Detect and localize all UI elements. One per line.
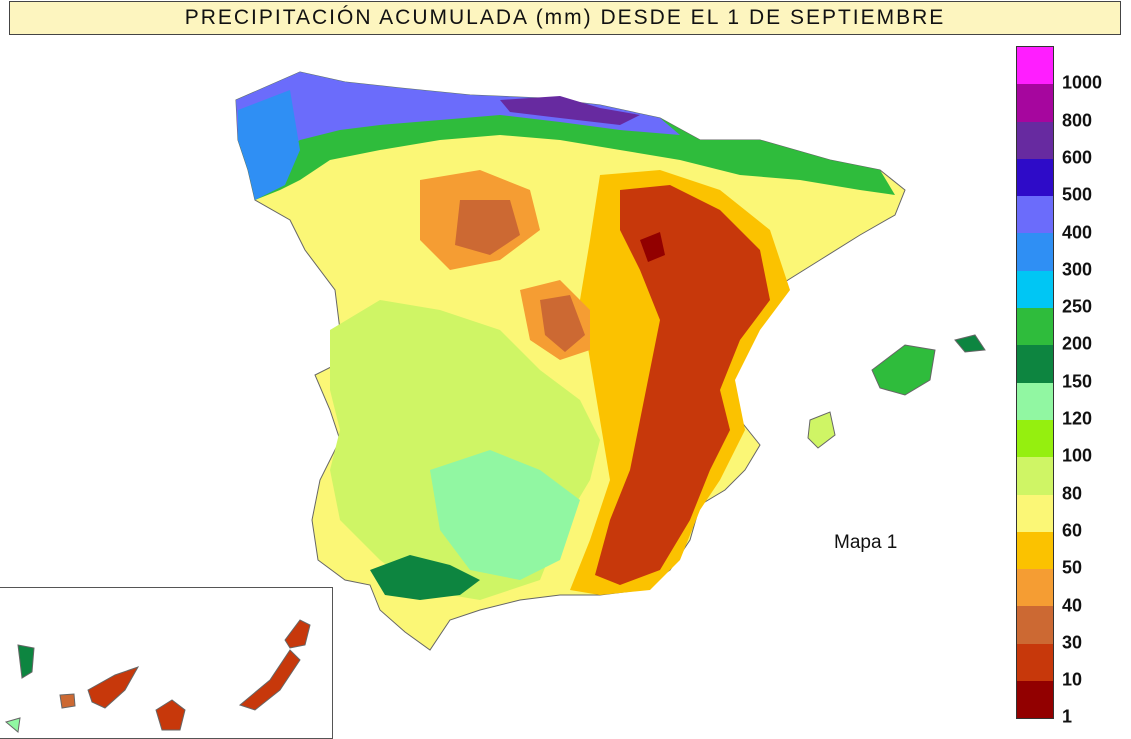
- legend-swatch: [1017, 419, 1053, 458]
- legend-tick-label: 10: [1062, 669, 1083, 690]
- legend-swatch: [1017, 270, 1053, 309]
- legend-swatch: [1017, 643, 1053, 682]
- legend-swatch: [1017, 457, 1053, 495]
- andalusia-dark-green: [370, 555, 480, 600]
- legend-tick-label: 250: [1062, 296, 1093, 317]
- cantabrian-purple: [500, 96, 640, 125]
- legend-tick-label: 40: [1062, 595, 1083, 615]
- legend-swatch: [1017, 606, 1053, 644]
- el-hierro: [4, 717, 21, 733]
- legend-swatch: [1017, 681, 1053, 719]
- legend-tick-label: 1: [1062, 706, 1073, 727]
- legend-tick-label: 400: [1062, 222, 1093, 242]
- legend-tick-label: 600: [1062, 147, 1093, 168]
- legend-tick-label: 60: [1062, 520, 1083, 541]
- legend-tick-label: 200: [1062, 333, 1093, 354]
- legend-swatch: [1017, 308, 1053, 346]
- legend-swatch: [1017, 47, 1053, 85]
- la-palma: [17, 644, 35, 679]
- legend-swatch: [1017, 345, 1053, 383]
- legend-tick-label: 800: [1062, 110, 1093, 131]
- aragon-deep: [640, 232, 665, 262]
- tenerife: [87, 666, 140, 709]
- legend-tick-label: 1000: [1062, 72, 1103, 93]
- legend-color-bar: [1016, 46, 1054, 720]
- madrid-dry-core: [540, 295, 585, 352]
- legend-swatch: [1017, 233, 1053, 271]
- map-number-label: Mapa 1: [834, 532, 898, 553]
- legend-swatch: [1017, 382, 1053, 420]
- legend-tick-label: 150: [1062, 371, 1093, 392]
- castilla-dry-core: [455, 200, 520, 255]
- legend-swatch: [1017, 494, 1053, 532]
- precipitation-map: [4, 71, 986, 733]
- legend-swatch: [1017, 121, 1053, 159]
- north-blue-band: [236, 72, 680, 170]
- legend-swatch: [1017, 531, 1053, 570]
- legend-swatch: [1017, 158, 1053, 197]
- legend-tick-label: 500: [1062, 184, 1093, 205]
- legend-tick-label: 120: [1062, 408, 1093, 429]
- legend-tick-label: 30: [1062, 632, 1083, 653]
- galicia-blue: [238, 90, 300, 200]
- legend-tick-label: 80: [1062, 483, 1083, 504]
- map-title: PRECIPITACIÓN ACUMULADA (mm) DESDE EL 1 …: [184, 6, 946, 29]
- legend-tick-label: 300: [1062, 259, 1093, 280]
- ibiza: [807, 411, 836, 449]
- legend-tick-label: 50: [1062, 557, 1083, 578]
- southwest-green: [430, 450, 580, 580]
- mallorca: [871, 344, 936, 396]
- fuerteventura: [238, 649, 301, 711]
- la-gomera: [59, 693, 76, 709]
- title-bar: PRECIPITACIÓN ACUMULADA (mm) DESDE EL 1 …: [9, 1, 1121, 35]
- menorca: [954, 334, 986, 353]
- lanzarote: [284, 619, 311, 649]
- legend-swatch: [1017, 569, 1053, 607]
- legend-tick-label: 100: [1062, 445, 1093, 466]
- gran-canaria: [155, 699, 186, 731]
- east-dry-core: [595, 185, 770, 585]
- legend-swatch: [1017, 84, 1053, 122]
- legend-swatch: [1017, 196, 1053, 234]
- canary-islands-inset: [0, 587, 333, 739]
